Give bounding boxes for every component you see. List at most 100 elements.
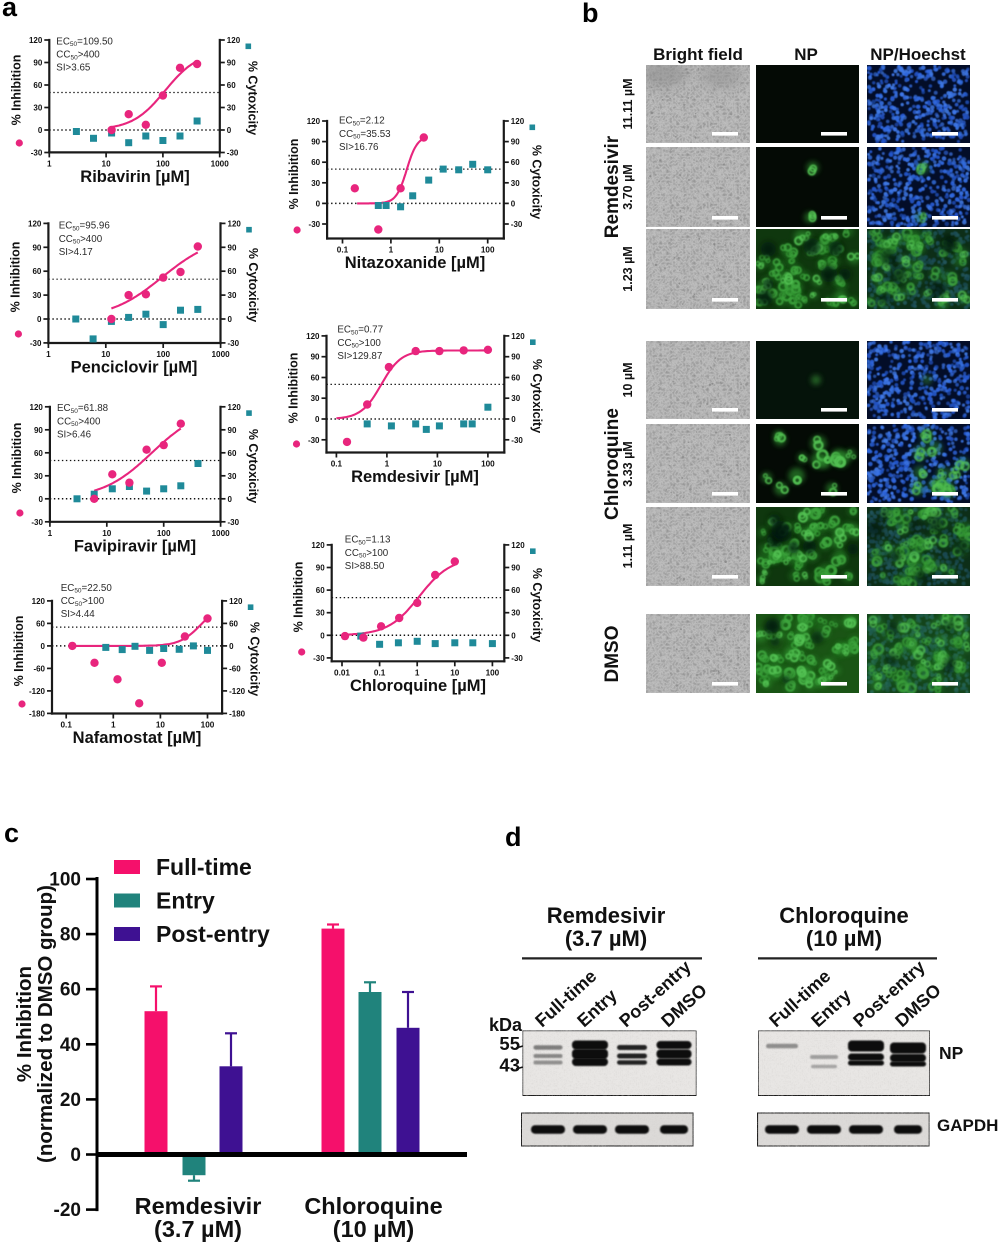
svg-text:90: 90 [311, 138, 320, 147]
svg-text:10: 10 [433, 460, 443, 469]
svg-text:120: 120 [227, 36, 241, 45]
svg-text:Ribavirin [µM]: Ribavirin [µM] [80, 168, 189, 186]
svg-text:60: 60 [32, 267, 41, 276]
svg-text:100: 100 [481, 460, 495, 469]
svg-text:d: d [505, 822, 522, 852]
svg-text:0: 0 [316, 199, 321, 208]
svg-text:NP: NP [939, 1043, 964, 1063]
svg-text:120: 120 [511, 117, 525, 126]
svg-text:NP/Hoechst: NP/Hoechst [870, 45, 966, 64]
svg-text:10: 10 [102, 159, 112, 168]
svg-text:10: 10 [156, 721, 166, 730]
svg-text:120: 120 [28, 219, 42, 228]
svg-text:90: 90 [33, 59, 42, 68]
svg-text:90: 90 [228, 243, 237, 252]
svg-text:30: 30 [511, 394, 520, 403]
svg-text:30: 30 [227, 104, 236, 113]
svg-text:1: 1 [415, 668, 420, 677]
svg-text:% Inhibition: % Inhibition [9, 55, 23, 126]
svg-text:60: 60 [228, 267, 237, 276]
svg-text:100: 100 [49, 870, 81, 891]
svg-text:SI>16.76: SI>16.76 [339, 142, 379, 153]
svg-text:% Cytoxicity: % Cytoxicity [246, 429, 260, 503]
svg-text:60: 60 [60, 980, 81, 1001]
svg-text:a: a [2, 0, 18, 22]
svg-text:EC50=1.13: EC50=1.13 [345, 535, 391, 547]
svg-text:60: 60 [33, 81, 42, 90]
svg-text:CC50>400: CC50>400 [59, 234, 103, 246]
svg-text:EC50=95.96: EC50=95.96 [59, 221, 111, 233]
svg-text:0: 0 [41, 642, 46, 651]
svg-text:0: 0 [229, 642, 234, 651]
svg-text:120: 120 [29, 36, 43, 45]
svg-text:-30: -30 [30, 339, 42, 348]
svg-text:80: 80 [60, 925, 81, 946]
svg-text:GAPDH: GAPDH [937, 1116, 998, 1135]
svg-text:60: 60 [311, 158, 320, 167]
svg-text:90: 90 [228, 426, 237, 435]
svg-text:(3.7 µM): (3.7 µM) [565, 926, 647, 951]
svg-text:0: 0 [511, 199, 516, 208]
svg-text:Favipiravir [µM]: Favipiravir [µM] [74, 537, 196, 555]
svg-text:SI>3.65: SI>3.65 [56, 63, 91, 74]
svg-text:120: 120 [228, 219, 242, 228]
svg-text:0: 0 [228, 315, 233, 324]
svg-text:% Cytoxicity: % Cytoxicity [529, 145, 543, 219]
svg-text:1: 1 [111, 721, 116, 730]
svg-text:30: 30 [34, 472, 43, 481]
svg-text:0.1: 0.1 [331, 460, 343, 469]
svg-text:% Cytoxicity: % Cytoxicity [530, 568, 544, 642]
svg-text:% Inhibition: % Inhibition [12, 616, 26, 687]
svg-text:11.11 µM: 11.11 µM [621, 79, 635, 130]
svg-text:Nitazoxanide [µM]: Nitazoxanide [µM] [345, 254, 486, 272]
svg-text:30: 30 [511, 609, 520, 618]
svg-text:DMSO: DMSO [602, 626, 623, 683]
svg-text:SI>4.44: SI>4.44 [61, 609, 96, 620]
svg-text:CC50>400: CC50>400 [57, 416, 101, 428]
svg-text:40: 40 [60, 1035, 81, 1056]
svg-text:60: 60 [36, 619, 45, 628]
svg-text:-30: -30 [511, 654, 523, 663]
svg-text:SI>129.87: SI>129.87 [337, 351, 382, 362]
svg-text:CC50>100: CC50>100 [337, 338, 381, 350]
svg-text:-30: -30 [227, 149, 239, 158]
svg-text:120: 120 [30, 403, 44, 412]
svg-text:10: 10 [450, 668, 460, 677]
svg-text:-30: -30 [31, 518, 43, 527]
svg-text:-30: -30 [308, 436, 320, 445]
svg-text:EC50=0.77: EC50=0.77 [337, 325, 383, 337]
svg-text:Remdesivir: Remdesivir [547, 903, 666, 928]
svg-text:60: 60 [311, 374, 320, 383]
svg-text:Remdesivir: Remdesivir [602, 135, 623, 238]
svg-text:100: 100 [156, 350, 170, 359]
svg-text:EC50=109.50: EC50=109.50 [56, 36, 113, 48]
svg-text:0: 0 [38, 495, 43, 504]
svg-text:CC50>100: CC50>100 [345, 548, 389, 560]
svg-text:-180: -180 [229, 709, 246, 718]
svg-text:90: 90 [311, 353, 320, 362]
svg-text:55: 55 [499, 1033, 520, 1054]
svg-text:1: 1 [389, 246, 394, 255]
svg-text:SI>88.50: SI>88.50 [345, 561, 385, 572]
svg-text:43: 43 [499, 1055, 520, 1076]
svg-text:0.01: 0.01 [334, 668, 350, 677]
svg-text:kDa: kDa [489, 1015, 523, 1035]
svg-text:120: 120 [228, 403, 242, 412]
svg-text:60: 60 [227, 81, 236, 90]
svg-text:% Inhibition: % Inhibition [13, 966, 36, 1082]
svg-text:10: 10 [101, 350, 111, 359]
svg-text:60: 60 [34, 449, 43, 458]
svg-text:CC50>100: CC50>100 [61, 596, 105, 608]
svg-text:1: 1 [46, 350, 51, 359]
svg-text:CC50>400: CC50>400 [56, 49, 100, 61]
svg-text:(normalized to DMSO group): (normalized to DMSO group) [34, 885, 57, 1163]
svg-text:90: 90 [32, 243, 41, 252]
svg-text:% Inhibition: % Inhibition [287, 353, 301, 424]
svg-text:CC50=35.53: CC50=35.53 [339, 129, 391, 141]
svg-text:Full-time: Full-time [156, 854, 252, 880]
svg-text:-60: -60 [229, 664, 241, 673]
svg-text:60: 60 [511, 374, 520, 383]
svg-text:100: 100 [201, 721, 215, 730]
svg-text:30: 30 [228, 472, 237, 481]
svg-text:1.23 µM: 1.23 µM [621, 246, 635, 291]
